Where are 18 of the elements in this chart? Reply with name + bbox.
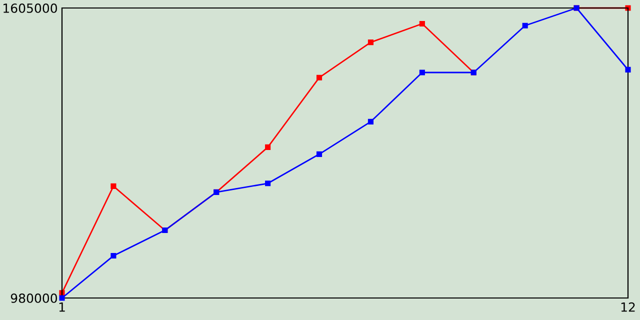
y-tick-label: 1605000 (4, 3, 57, 13)
point (625, 66, 631, 72)
x-tick-label: 12 (621, 302, 635, 312)
x-tick-label: 1 (59, 302, 65, 312)
y-tick-label: 980000 (10, 293, 57, 303)
point (419, 21, 425, 27)
point (625, 5, 631, 11)
point (419, 70, 425, 76)
point (59, 295, 65, 301)
point (316, 74, 322, 80)
point (265, 180, 271, 186)
point (265, 144, 271, 150)
point (522, 22, 528, 28)
point (368, 40, 374, 46)
point (316, 151, 322, 157)
point (110, 253, 116, 259)
point (368, 118, 374, 124)
point (110, 183, 116, 189)
